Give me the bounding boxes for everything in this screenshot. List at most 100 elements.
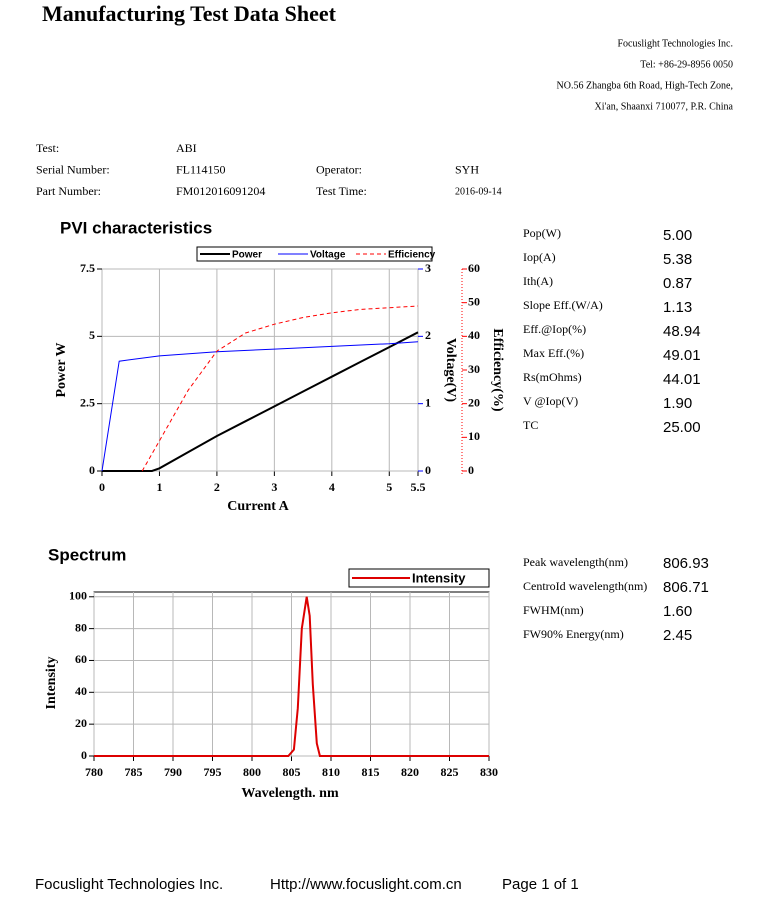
legend-label: Voltage	[310, 250, 346, 261]
y-tick-label: 7.5	[80, 261, 95, 275]
stat-label: Iop(A)	[523, 250, 556, 264]
y3-tick-label: 60	[468, 261, 480, 275]
x-tick-label: 4	[329, 480, 335, 494]
company-line: Tel: +86-29-8956 0050	[640, 59, 733, 70]
plot-area	[101, 268, 419, 472]
legend-box	[196, 246, 433, 262]
footer-page: Page 1 of 1	[502, 876, 579, 893]
stat-value: 1.13	[663, 299, 692, 316]
stat-label: Peak wavelength(nm)	[523, 555, 628, 569]
info-value: FL114150	[176, 162, 226, 176]
chart-title: Spectrum	[48, 545, 126, 564]
info-label: Test Time:	[316, 184, 367, 198]
stat-label: Slope Eff.(W/A)	[523, 298, 603, 312]
y-tick-label: 0	[89, 463, 95, 477]
stat-value: 5.00	[663, 227, 692, 244]
y3-tick-label: 0	[468, 463, 474, 477]
y2-tick-label: 1	[425, 395, 431, 409]
x-tick-label: 820	[401, 765, 419, 779]
stat-label: Max Eff.(%)	[523, 346, 584, 360]
stat-label: V @Iop(V)	[523, 394, 578, 408]
x-tick-label: 815	[362, 765, 380, 779]
y3-tick-label: 20	[468, 395, 480, 409]
stat-value: 806.93	[663, 555, 709, 572]
stat-label: TC	[523, 418, 538, 432]
y3-tick-label: 40	[468, 328, 480, 342]
x-tick-label: 780	[85, 765, 103, 779]
y2-tick-label: 2	[425, 328, 431, 342]
stat-value: 25.00	[663, 419, 701, 436]
stat-value: 806.71	[663, 579, 709, 596]
stat-value: 5.38	[663, 251, 692, 268]
series-line	[141, 305, 419, 472]
stat-label: Ith(A)	[523, 274, 553, 288]
x-tick-label: 810	[322, 765, 340, 779]
x-tick-label: 805	[283, 765, 301, 779]
x-axis-label: Wavelength. nm	[241, 786, 339, 801]
stat-label: Eff.@Iop(%)	[523, 322, 586, 336]
y2-axis-label: Voltage(V)	[443, 338, 458, 402]
x-tick-label: 800	[243, 765, 261, 779]
stat-label: CentroId wavelength(nm)	[523, 579, 647, 593]
x-tick-label: 3	[271, 480, 277, 494]
x-tick-label: 1	[156, 480, 162, 494]
x-tick-label: 5	[386, 480, 392, 494]
x-tick-label: 825	[441, 765, 459, 779]
y3-tick-label: 30	[468, 362, 480, 376]
legend-label: Efficiency	[388, 250, 436, 261]
stat-value: 1.90	[663, 395, 692, 412]
stat-label: FWHM(nm)	[523, 603, 584, 617]
stat-value: 2.45	[663, 627, 692, 644]
legend-label: Intensity	[412, 570, 466, 585]
stat-value: 48.94	[663, 323, 701, 340]
x-tick-label: 790	[164, 765, 182, 779]
y-tick-label: 40	[75, 684, 87, 698]
legend-box	[348, 568, 490, 588]
stat-label: Pop(W)	[523, 226, 561, 240]
series-line	[94, 596, 489, 757]
y2-tick-label: 0	[425, 463, 431, 477]
stat-value: 1.60	[663, 603, 692, 620]
legend-label: Power	[232, 250, 262, 261]
x-tick-label: 0	[99, 480, 105, 494]
x-tick-label: 830	[480, 765, 498, 779]
stat-value: 0.87	[663, 275, 692, 292]
info-label: Part Number:	[36, 184, 101, 198]
y-tick-label: 60	[75, 652, 87, 666]
y3-axis-label: Efficiency(%)	[490, 328, 505, 412]
y-tick-label: 100	[69, 589, 87, 603]
y-tick-label: 5	[89, 328, 95, 342]
info-value: ABI	[176, 141, 197, 155]
footer-url: Http://www.focuslight.com.cn	[270, 876, 462, 893]
company-line: NO.56 Zhangba 6th Road, High-Tech Zone,	[557, 80, 733, 91]
stat-value: 44.01	[663, 371, 701, 388]
stat-label: FW90% Energy(nm)	[523, 627, 624, 641]
y-tick-label: 0	[81, 748, 87, 762]
y-axis-label: Power W	[54, 342, 69, 397]
series-line	[101, 341, 419, 472]
y2-tick-label: 3	[425, 261, 431, 275]
info-value: FM012016091204	[176, 184, 265, 198]
y-axis-label: Intensity	[44, 657, 59, 710]
y-tick-label: 2.5	[80, 395, 95, 409]
info-label: Test:	[36, 141, 59, 155]
series-line	[102, 331, 419, 472]
info-value: 2016-09-14	[455, 186, 502, 197]
info-value: SYH	[455, 162, 479, 176]
company-line: Xi'an, Shaanxi 710077, P.R. China	[595, 101, 734, 112]
info-label: Serial Number:	[36, 162, 110, 176]
chart-title: PVI characteristics	[60, 218, 212, 237]
company-line: Focuslight Technologies Inc.	[618, 38, 734, 49]
page-title: Manufacturing Test Data Sheet	[42, 1, 337, 26]
x-tick-label: 5.5	[411, 480, 426, 494]
stat-label: Rs(mOhms)	[523, 370, 582, 384]
x-tick-label: 2	[214, 480, 220, 494]
footer-company: Focuslight Technologies Inc.	[35, 876, 223, 893]
y-tick-label: 20	[75, 716, 87, 730]
x-tick-label: 785	[125, 765, 143, 779]
y3-tick-label: 10	[468, 429, 480, 443]
y3-tick-label: 50	[468, 294, 480, 308]
y-tick-label: 80	[75, 620, 87, 634]
stat-value: 49.01	[663, 347, 701, 364]
